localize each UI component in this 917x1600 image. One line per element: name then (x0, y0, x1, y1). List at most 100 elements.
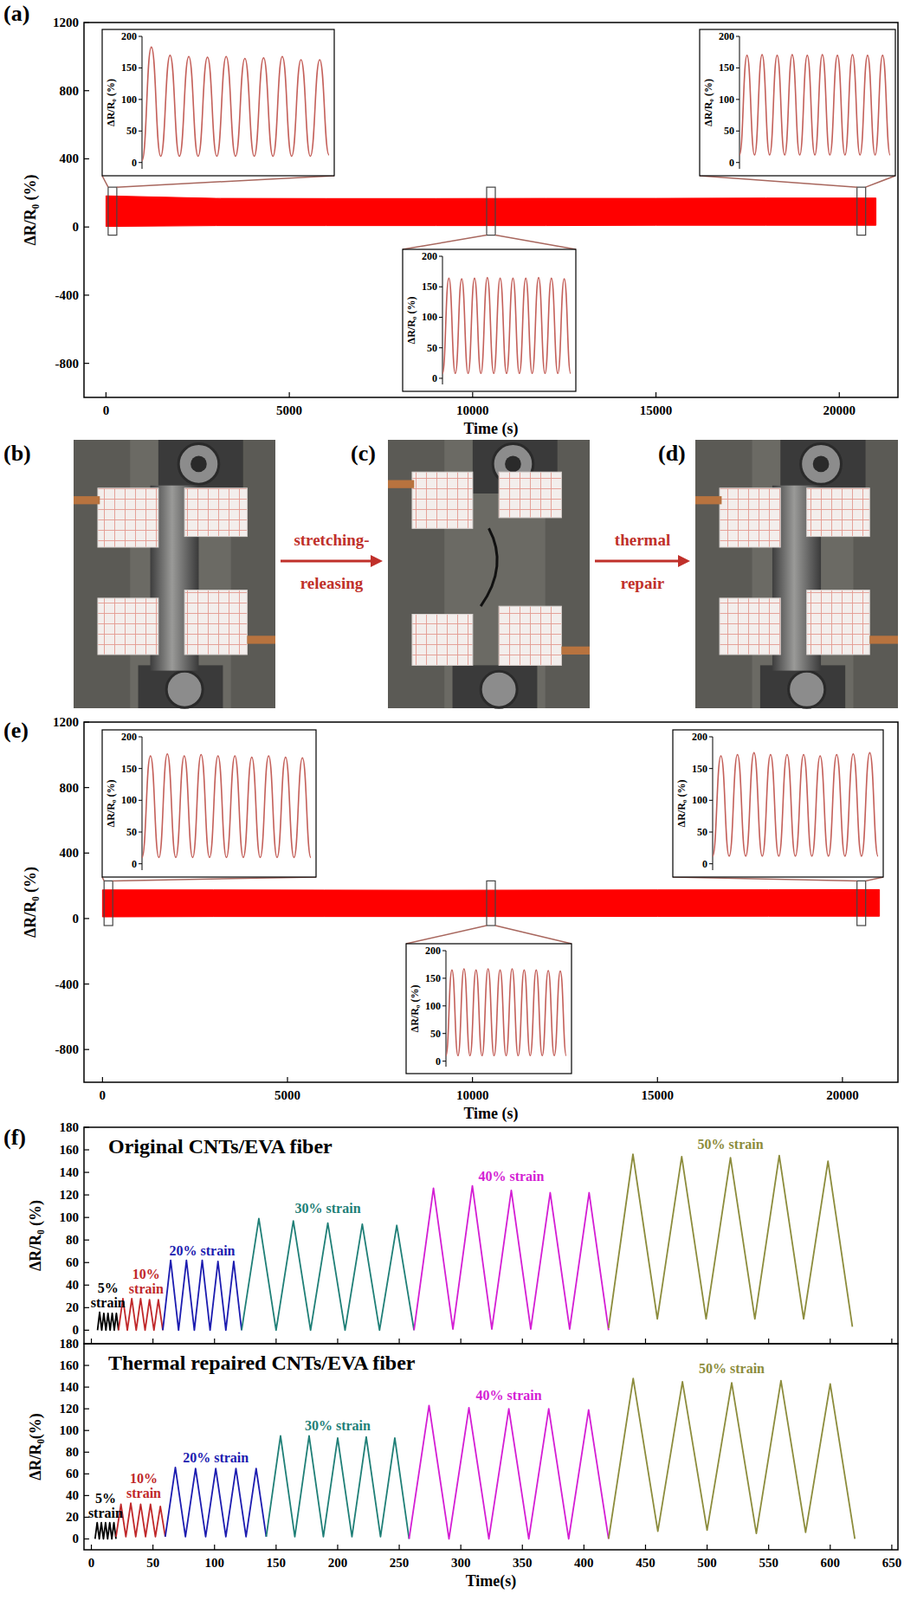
response-curve (165, 1467, 267, 1537)
series-label: 50% strain (698, 1361, 765, 1376)
series-label-group: 30% strain (304, 1418, 371, 1434)
response-curve (97, 1312, 119, 1331)
x-tick-label: 5000 (274, 1088, 301, 1103)
x-tick (336, 1338, 338, 1344)
lower-clamp (138, 665, 224, 709)
panel-title: Thermal repaired CNTs/EVA fiber (108, 1351, 416, 1375)
y-tick-label: 200 (425, 944, 441, 957)
x-axis-title: Time (s) (463, 419, 518, 439)
inset-y-axis (142, 736, 143, 871)
y-tick (138, 832, 143, 834)
photo (73, 439, 276, 709)
photo-background (73, 439, 276, 709)
y-tick (83, 294, 90, 296)
y-tick (709, 736, 713, 738)
inset-y-axis (142, 36, 143, 169)
paper-tab (807, 590, 871, 655)
x-tick (471, 392, 473, 398)
y-tick-label: 40 (65, 1278, 79, 1292)
series-label-group: 40% strain (477, 1168, 544, 1184)
y-tick-label: 800 (59, 781, 80, 795)
x-tick (90, 1338, 92, 1344)
y-tick-label: 50 (426, 342, 438, 355)
panel-letter: (a) (3, 0, 30, 26)
x-tick-label: 200 (328, 1556, 349, 1570)
y-tick (138, 130, 143, 132)
y-tick (83, 1430, 90, 1432)
y-tick (83, 1538, 90, 1540)
y-tick-label: 0 (435, 1055, 441, 1068)
y-tick-label: 120 (59, 1401, 80, 1416)
y-tick-label: 0 (131, 156, 137, 169)
y-tick (138, 736, 143, 738)
y-tick (736, 98, 740, 100)
y-tick (83, 1262, 90, 1264)
y-tick-label: 0 (72, 1323, 80, 1337)
inset-chart: 050100150200ΔR/R₀ (%) (102, 29, 335, 176)
zoom-indicator (102, 175, 335, 236)
series-label: 30% strain (304, 1418, 371, 1434)
data-group (739, 54, 891, 155)
y-axis-title: ΔR/R₀ (%) (21, 174, 40, 246)
y-tick (83, 1239, 90, 1241)
x-tick (398, 1338, 400, 1344)
y-tick (736, 130, 740, 132)
y-tick-label: -800 (55, 356, 80, 371)
inset-chart: 050100150200ΔR/R₀ (%) (699, 29, 896, 176)
paper-tab (412, 614, 473, 666)
x-tick-label: 20000 (823, 403, 857, 418)
photo-background (695, 439, 898, 709)
panel-letter: (d) (658, 440, 686, 466)
plot-frame (83, 722, 898, 1083)
y-tick-label: 80 (65, 1445, 79, 1460)
y-tick (83, 917, 90, 919)
y-tick-label: 150 (421, 280, 438, 293)
inset-frame (402, 249, 576, 392)
paper-tab (184, 590, 247, 655)
zoom-box (857, 880, 866, 926)
strain-chart: 0501001502002503003504004505005506006500… (26, 1336, 902, 1591)
bolt (788, 671, 826, 708)
copper-tape (387, 480, 414, 489)
y-axis-title: ΔR/R₀ (%) (104, 780, 117, 828)
y-axis-title: ΔR/R₀ (%) (405, 297, 418, 345)
panel-letter: (c) (350, 440, 376, 466)
data-group (142, 754, 311, 859)
label-line: strain (126, 1485, 162, 1501)
copper-tape (73, 496, 100, 504)
arrow-label: stretching- (293, 530, 369, 549)
bolt-hole (813, 456, 830, 473)
y-tick (709, 832, 713, 834)
label-line: 5% (95, 1491, 117, 1506)
x-tick-label: 5000 (276, 403, 303, 418)
x-tick (105, 392, 107, 398)
bolt (480, 671, 517, 708)
copper-tape (561, 646, 590, 655)
data-group (102, 889, 879, 917)
process-arrow: thermalrepair (594, 530, 691, 593)
x-tick-label: 10000 (456, 1088, 490, 1103)
x-axis-title: Time(s) (465, 1572, 517, 1591)
y-tick (83, 1171, 90, 1173)
arrow-shaft (594, 560, 680, 563)
y-tick (736, 161, 740, 163)
zoom-indicator (402, 187, 576, 250)
y-tick-label: 100 (718, 93, 735, 106)
bolt (166, 671, 203, 708)
panel-title: Original CNTs/EVA fiber (108, 1135, 333, 1158)
response-curve (95, 1523, 117, 1540)
x-tick (655, 392, 657, 398)
y-tick-label: 0 (432, 372, 438, 385)
panel-letter: (e) (3, 717, 29, 743)
label-line: strain (129, 1281, 164, 1297)
y-tick-label: 100 (121, 794, 137, 807)
series-label: 50% strain (697, 1136, 764, 1152)
copper-tape (869, 635, 898, 644)
inset-curve (142, 754, 311, 859)
leader-line (699, 175, 858, 188)
y-tick (83, 1330, 90, 1331)
y-tick-label: 140 (59, 1380, 80, 1395)
inset-frame (102, 729, 317, 878)
inset-curve (442, 277, 571, 375)
bolt-hole (190, 456, 207, 473)
